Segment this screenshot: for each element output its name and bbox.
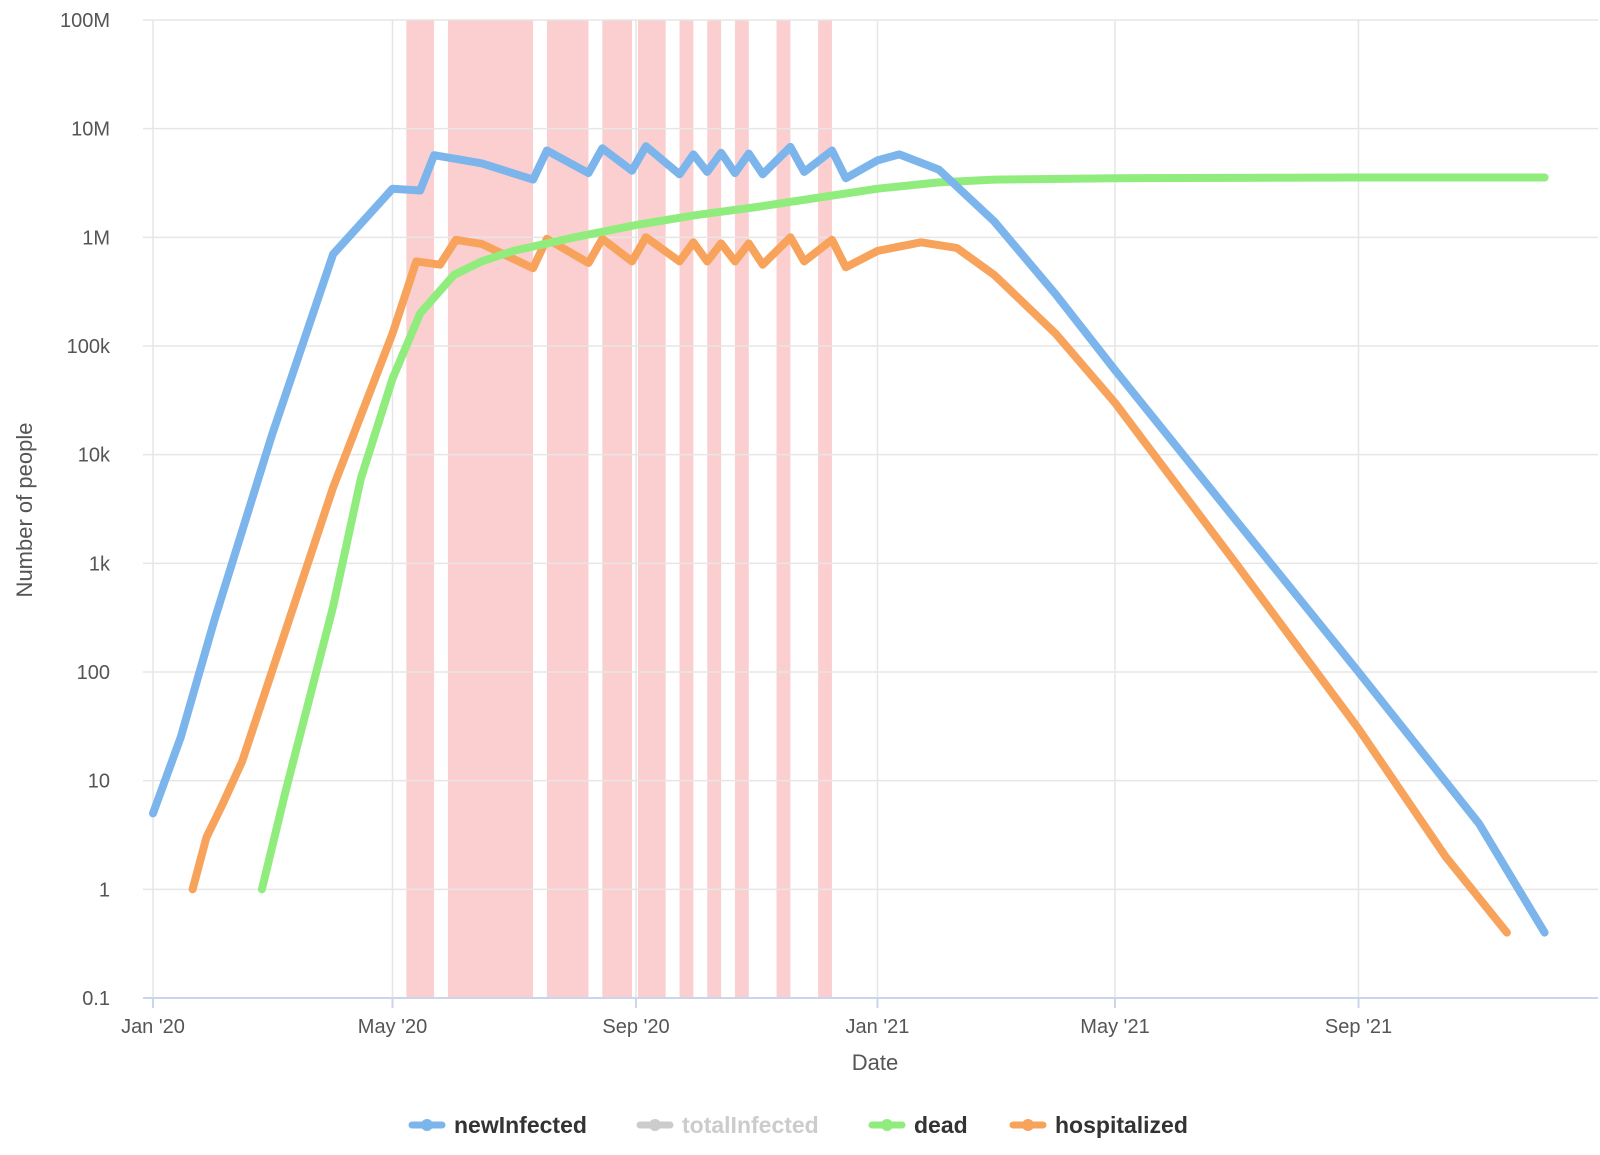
y-tick-label: 1M	[82, 227, 110, 249]
y-tick-label: 0.1	[82, 988, 110, 1010]
shaded-period-2	[447, 20, 534, 998]
shaded-period-3	[546, 20, 589, 998]
legend-item-newInfected[interactable]: newInfected	[408, 1112, 587, 1138]
y-tick-label: 100M	[60, 10, 110, 32]
x-tick-label: May '21	[1080, 1016, 1149, 1038]
legend-label: newInfected	[454, 1112, 587, 1138]
series-line-dead	[257, 173, 1549, 894]
legend-marker	[1022, 1119, 1034, 1131]
legend-label: dead	[914, 1112, 968, 1138]
legend-item-dead[interactable]: dead	[868, 1112, 968, 1138]
x-tick-label: Sep '20	[602, 1016, 669, 1038]
y-tick-label: 1k	[89, 553, 111, 575]
shaded-period-6	[679, 20, 694, 998]
shaded-period-7	[707, 20, 722, 998]
legend-label: hospitalized	[1055, 1112, 1188, 1138]
legend-marker	[881, 1119, 893, 1131]
y-tick-label: 10M	[71, 119, 110, 141]
x-tick-label: Jan '21	[846, 1016, 910, 1038]
shaded-period-4	[602, 20, 633, 998]
x-tick-label: May '20	[358, 1016, 427, 1038]
x-tick-label: Sep '21	[1325, 1016, 1392, 1038]
shaded-periods	[406, 20, 832, 998]
y-axis-title: Number of people	[12, 423, 37, 598]
axes: 0.1 1 10 100 1k 10k 100k 1M 10M 100M Jan '20 May '2…	[60, 10, 1598, 1038]
y-tick-label: 100	[77, 662, 110, 684]
series-line-hospitalized	[188, 233, 1511, 937]
series-line-newInfected	[149, 142, 1549, 937]
legend: newInfected totalInfected dead hospitalized	[408, 1112, 1188, 1138]
legend-marker	[649, 1119, 661, 1131]
shaded-period-8	[734, 20, 749, 998]
series-lines	[149, 142, 1549, 937]
x-tick-label: Jan '20	[121, 1016, 185, 1038]
y-tick-label: 10k	[78, 445, 111, 467]
x-axis-title: Date	[852, 1050, 898, 1075]
shaded-period-5	[637, 20, 666, 998]
shaded-period-10	[818, 20, 832, 998]
legend-marker	[421, 1119, 433, 1131]
y-tick-label: 100k	[67, 336, 111, 358]
legend-label: totalInfected	[682, 1112, 819, 1138]
legend-item-hospitalized[interactable]: hospitalized	[1009, 1112, 1188, 1138]
y-tick-label: 1	[99, 879, 110, 901]
y-tick-label: 10	[88, 771, 110, 793]
shaded-period-9	[776, 20, 791, 998]
legend-item-totalInfected[interactable]: totalInfected	[636, 1112, 819, 1138]
